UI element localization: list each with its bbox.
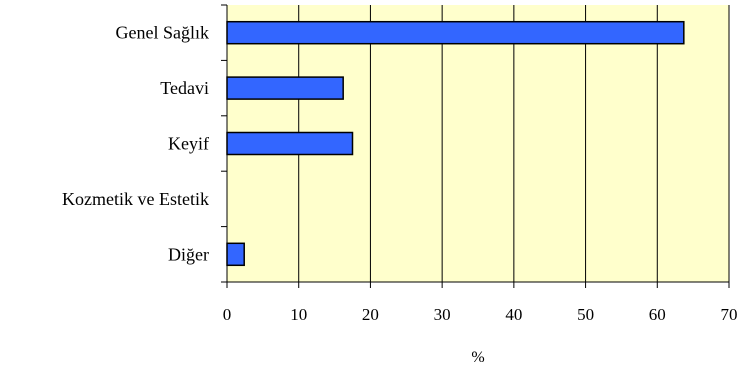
bars <box>226 20 685 267</box>
gridlines <box>298 5 730 282</box>
category-label-4: Diğer <box>168 244 209 264</box>
category-label-1: Tedavi <box>160 78 209 98</box>
category-label-3: Kozmetik ve Estetik <box>62 189 209 209</box>
y-axis-tick-marks <box>221 4 227 283</box>
x-tick-label-20: 20 <box>362 305 379 324</box>
x-tick-label-40: 40 <box>505 305 522 324</box>
bar-0 <box>226 20 685 45</box>
x-tick-label-0: 0 <box>223 305 232 324</box>
x-tick-label-30: 30 <box>434 305 451 324</box>
x-tick-label-60: 60 <box>649 305 666 324</box>
x-tick-label-70: 70 <box>721 305 738 324</box>
bar-1 <box>226 76 344 100</box>
x-tick-label-50: 50 <box>577 305 594 324</box>
bar-2 <box>226 131 354 156</box>
axes <box>226 5 729 283</box>
x-tick-label-10: 10 <box>290 305 307 324</box>
category-labels: Genel Sağlık Tedavi Keyif Kozmetik ve Estet… <box>62 23 209 265</box>
category-label-2: Keyif <box>168 134 209 154</box>
x-axis-title: % <box>471 349 484 366</box>
x-axis-tick-labels: 0 10 20 30 40 50 60 70 <box>223 305 738 324</box>
bar-4 <box>226 242 245 267</box>
category-label-0: Genel Sağlık <box>116 23 209 43</box>
x-axis-tick-marks <box>226 282 730 288</box>
